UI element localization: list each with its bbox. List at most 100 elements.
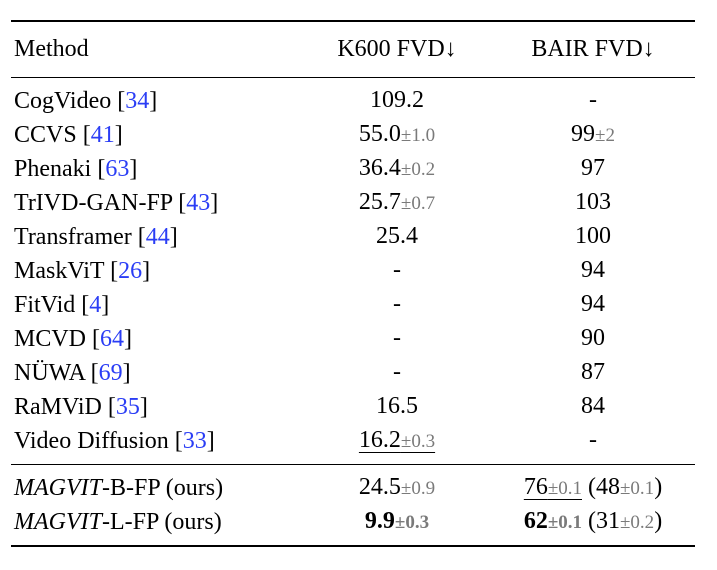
method-name: Video Diffusion — [14, 427, 175, 454]
ref-close-bracket: ] — [129, 155, 138, 182]
method-name-italic: MAGVIT — [14, 474, 102, 501]
k600-value: 36.4 — [358, 155, 401, 181]
method-cell: Transframer [44] — [11, 220, 303, 254]
ref-close-bracket: ] — [114, 121, 123, 148]
bair-cell: 62±0.1 (31±0.2) — [491, 505, 695, 547]
bair-value: 62 — [523, 508, 548, 534]
table-row: Video Diffusion [33] 16.2±0.3 - — [11, 424, 695, 465]
bair-value-group: 62±0.1 — [524, 508, 582, 534]
method-cell: RaMViD [35] — [11, 390, 303, 424]
k600-value: - — [393, 257, 401, 283]
citation-link[interactable]: 41 — [90, 121, 115, 148]
ref-close-bracket: ] — [124, 325, 133, 352]
method-name-suffix: -L-FP (ours) — [101, 508, 222, 535]
bair-value: 99 — [571, 121, 596, 147]
k600-cell: 55.0±1.0 — [303, 118, 491, 152]
results-table-container: Method K600 FVD↓ BAIR FVD↓ CogVideo [34]… — [11, 20, 695, 547]
k600-value-group: 55.0±1.0 — [359, 121, 435, 147]
k600-value-group: 16.2±0.3 — [359, 427, 435, 453]
method-name: NÜWA — [14, 359, 91, 386]
k600-std: ±0.7 — [400, 193, 436, 214]
bair-cell: - — [491, 78, 695, 119]
method-name: Transframer — [14, 223, 138, 250]
k600-cell: 16.5 — [303, 390, 491, 424]
ref-close-bracket: ] — [101, 291, 110, 318]
bair-paren-std: ±0.1 — [620, 478, 655, 499]
citation-link[interactable]: 34 — [125, 87, 150, 114]
ref-close-bracket: ] — [139, 393, 148, 420]
bair-cell: 90 — [491, 322, 695, 356]
k600-value: 24.5 — [358, 474, 401, 500]
k600-value-group: - — [393, 257, 401, 283]
method-name: Phenaki — [14, 155, 98, 182]
k600-value: 9.9 — [364, 508, 395, 534]
bair-cell: 103 — [491, 186, 695, 220]
method-name-suffix: -B-FP (ours) — [101, 474, 224, 501]
k600-std: ±0.3 — [394, 512, 430, 533]
bair-value: - — [589, 427, 597, 453]
citation-link[interactable]: 64 — [100, 325, 125, 352]
table-row-ours: MAGVIT-B-FP (ours) 24.5±0.9 76±0.1 (48±0.1… — [11, 465, 695, 506]
k600-value: - — [393, 325, 401, 351]
k600-std: ±1.0 — [400, 125, 436, 146]
bair-value: 84 — [581, 393, 605, 419]
k600-std: ±0.2 — [400, 159, 436, 180]
bair-cell: - — [491, 424, 695, 465]
header-method: Method — [11, 20, 303, 78]
citation-link[interactable]: 35 — [115, 393, 140, 420]
fvd-results-table: Method K600 FVD↓ BAIR FVD↓ CogVideo [34]… — [11, 20, 695, 547]
k600-value-group: 25.7±0.7 — [359, 189, 435, 215]
k600-std: ±0.9 — [400, 478, 436, 499]
header-bair-fvd: BAIR FVD↓ — [491, 20, 695, 78]
method-name: RaMViD — [14, 393, 108, 420]
ref-open-bracket: [ — [110, 257, 119, 284]
table-row: Phenaki [63] 36.4±0.2 97 — [11, 152, 695, 186]
method-name: MCVD — [14, 325, 93, 352]
k600-value: - — [393, 359, 401, 385]
ref-close-bracket: ] — [142, 257, 151, 284]
bair-std: ±0.1 — [547, 512, 582, 533]
header-row: Method K600 FVD↓ BAIR FVD↓ — [11, 20, 695, 78]
ref-open-bracket: [ — [107, 393, 116, 420]
bair-std: ±0.1 — [547, 478, 582, 499]
k600-std: ±0.3 — [400, 431, 436, 452]
method-name: FitVid — [14, 291, 82, 318]
method-cell: CCVS [41] — [11, 118, 303, 152]
method-cell: Video Diffusion [33] — [11, 424, 303, 465]
citation-link[interactable]: 33 — [182, 427, 207, 454]
citation-link[interactable]: 4 — [89, 291, 102, 318]
k600-value-group: 109.2 — [370, 87, 424, 113]
citation-link[interactable]: 44 — [145, 223, 170, 250]
citation-link[interactable]: 26 — [118, 257, 143, 284]
table-row: NÜWA [69] - 87 — [11, 356, 695, 390]
method-cell: MCVD [64] — [11, 322, 303, 356]
k600-value-group: 36.4±0.2 — [359, 155, 435, 181]
table-row: MaskViT [26] - 94 — [11, 254, 695, 288]
ref-open-bracket: [ — [178, 189, 187, 216]
bair-value-group: 76±0.1 — [524, 474, 582, 500]
bair-paren-close: ) — [654, 508, 663, 534]
bair-value: 103 — [575, 189, 611, 215]
bair-value: 76 — [523, 474, 548, 500]
method-cell: FitVid [4] — [11, 288, 303, 322]
k600-value: 55.0 — [358, 121, 401, 147]
ref-close-bracket: ] — [122, 359, 131, 386]
k600-value-group: 25.4 — [376, 223, 418, 249]
ref-open-bracket: [ — [90, 359, 99, 386]
bair-paren-std: ±0.2 — [620, 512, 655, 533]
citation-link[interactable]: 43 — [186, 189, 211, 216]
k600-cell: 9.9±0.3 — [303, 505, 491, 547]
ref-open-bracket: [ — [92, 325, 101, 352]
bair-value: 100 — [575, 223, 611, 249]
method-cell: MAGVIT-B-FP (ours) — [11, 465, 303, 506]
k600-value-group: - — [393, 359, 401, 385]
table-row-ours: MAGVIT-L-FP (ours) 9.9±0.3 62±0.1 (31±0.2) — [11, 505, 695, 547]
k600-cell: 16.2±0.3 — [303, 424, 491, 465]
bair-cell: 99±2 — [491, 118, 695, 152]
citation-link[interactable]: 63 — [105, 155, 130, 182]
bair-cell: 87 — [491, 356, 695, 390]
bair-value: 94 — [581, 291, 605, 317]
k600-value-group: - — [393, 325, 401, 351]
citation-link[interactable]: 69 — [98, 359, 123, 386]
bair-paren-value: (31 — [582, 508, 620, 534]
